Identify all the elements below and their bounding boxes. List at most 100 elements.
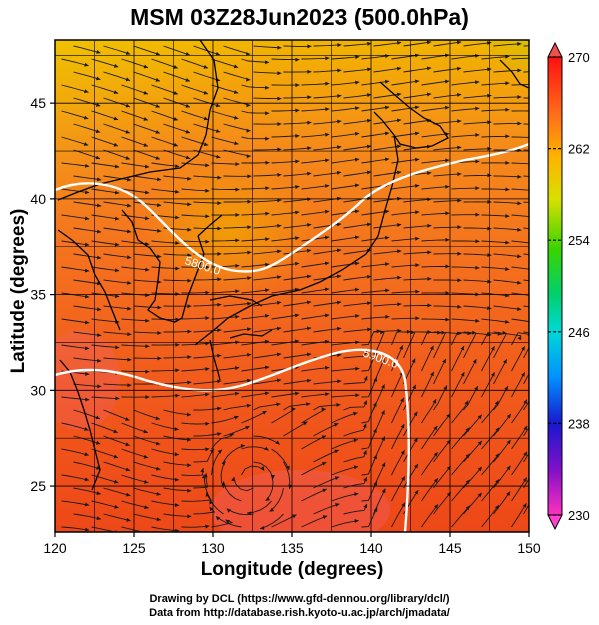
streamline <box>91 422 118 434</box>
streamline <box>103 435 130 446</box>
streamline <box>343 68 372 73</box>
streamline-arrow <box>113 454 119 459</box>
streamline <box>91 318 120 323</box>
streamline <box>220 460 226 489</box>
streamline-arrow <box>96 516 101 521</box>
streamline <box>133 175 162 181</box>
streamline <box>391 80 420 86</box>
streamline-arrow <box>465 479 470 485</box>
streamline <box>361 132 390 138</box>
streamline <box>121 370 150 373</box>
streamline <box>271 186 300 190</box>
streamline-arrow <box>185 78 190 82</box>
streamline <box>463 440 483 463</box>
streamline <box>343 145 372 151</box>
streamline-arrow <box>246 52 251 56</box>
streamline-arrow <box>373 454 377 460</box>
streamline-arrow <box>203 90 208 95</box>
streamline-arrow <box>95 155 101 160</box>
streamline <box>103 97 131 108</box>
streamline <box>73 71 101 81</box>
streamline-arrow <box>495 427 500 432</box>
streamline <box>61 344 90 350</box>
streamline-arrow <box>535 109 539 113</box>
streamline-arrow <box>307 95 312 100</box>
streamline <box>313 223 342 229</box>
colorbar-tick-label-230: 230 <box>568 508 590 523</box>
streamline <box>253 45 282 49</box>
streamline <box>361 158 390 164</box>
streamline-arrow <box>97 358 102 363</box>
streamline <box>421 266 450 268</box>
streamline <box>511 214 529 218</box>
streamline <box>331 81 360 86</box>
streamline <box>253 461 274 480</box>
streamline <box>343 423 367 437</box>
streamline <box>493 465 511 489</box>
streamline-arrow <box>354 183 360 188</box>
streamline-arrow <box>366 222 372 227</box>
streamline-arrow <box>325 132 330 137</box>
streamline-arrow <box>156 517 161 522</box>
streamline-arrow <box>522 503 527 508</box>
streamline <box>511 240 529 244</box>
streamline <box>421 398 437 424</box>
streamline-arrow <box>226 508 231 513</box>
streamline <box>193 201 222 204</box>
streamline-arrow <box>113 429 118 434</box>
streamline-arrow <box>84 427 89 431</box>
streamline <box>193 97 221 107</box>
streamline-arrow <box>306 274 312 279</box>
streamline <box>481 266 510 270</box>
streamline-arrow <box>269 507 275 512</box>
streamline-arrow <box>456 40 462 45</box>
streamline <box>103 305 132 310</box>
streamline-arrow <box>234 115 239 120</box>
streamline-arrow <box>264 365 270 370</box>
streamline-arrow <box>321 435 326 440</box>
streamline <box>343 275 372 281</box>
streamline <box>211 188 240 190</box>
streamline-arrow <box>203 64 208 69</box>
streamline <box>133 305 162 309</box>
streamline-arrow <box>337 353 342 357</box>
streamline-arrow <box>324 313 330 318</box>
streamline <box>301 159 330 164</box>
streamline <box>121 526 146 532</box>
streamline-arrow <box>465 427 470 432</box>
colorbar: 270 262 254 246 238 230 <box>547 41 590 531</box>
streamline <box>451 266 480 269</box>
streamline <box>61 136 89 146</box>
streamline-arrow <box>355 131 360 136</box>
streamline-arrow <box>427 171 432 176</box>
streamline-arrow <box>400 424 405 429</box>
streamline-arrow <box>247 250 252 255</box>
streamline-arrow <box>97 384 102 389</box>
streamline-arrow <box>465 505 470 511</box>
streamline-arrow <box>535 294 539 298</box>
streamline <box>511 57 529 60</box>
streamline-arrow <box>247 353 252 357</box>
streamline-arrow <box>547 43 551 47</box>
streamline-arrow <box>235 314 240 319</box>
streamline-arrow <box>535 268 539 272</box>
streamline <box>391 185 420 190</box>
streamline-arrow <box>325 365 330 370</box>
streamline <box>523 346 529 359</box>
streamline <box>223 226 252 229</box>
streamline <box>391 158 420 164</box>
streamline <box>241 136 270 140</box>
streamline-arrow <box>175 241 180 245</box>
streamline <box>451 505 471 528</box>
streamline-arrow <box>363 400 367 405</box>
streamline <box>511 503 527 528</box>
streamline-arrow <box>115 294 120 299</box>
streamline <box>271 211 300 216</box>
streamline-arrow <box>295 210 300 215</box>
streamline-arrow <box>95 440 101 445</box>
streamline-arrow <box>426 92 432 97</box>
streamline <box>73 227 102 233</box>
streamline-arrow <box>412 384 416 390</box>
streamline-arrow <box>475 80 480 85</box>
streamline-arrow <box>505 107 510 112</box>
